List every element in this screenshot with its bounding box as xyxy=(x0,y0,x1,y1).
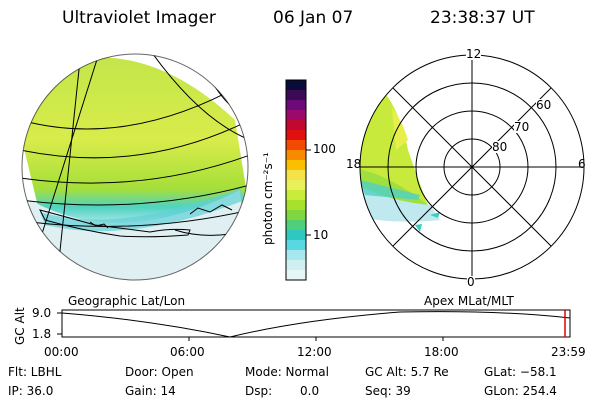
colorbar-cell xyxy=(286,80,306,91)
altitude-axis-label: GC Alt xyxy=(13,307,27,345)
mlt-label-18: 18 xyxy=(346,157,362,171)
colorbar-cell xyxy=(286,120,306,131)
colorbar-cell xyxy=(286,240,306,251)
colorbar-tick-100: 100 xyxy=(313,142,336,156)
colorbar-unit-label: photon cm⁻²s⁻¹ xyxy=(261,152,275,245)
glon-info: GLon: 254.4 xyxy=(484,384,557,398)
mlt-label-12: 12 xyxy=(466,47,482,61)
door-info: Door: Open xyxy=(125,365,194,379)
mlt-label-0: 0 xyxy=(467,275,475,289)
colorbar-cell xyxy=(286,160,306,171)
colorbar-cell xyxy=(286,190,306,201)
colorbar-cell xyxy=(286,270,306,281)
instrument-title: Ultraviolet Imager xyxy=(62,8,216,28)
colorbar-tick-10: 10 xyxy=(313,228,329,242)
colorbar-cell xyxy=(286,130,306,141)
apex-polar-plot xyxy=(359,54,585,280)
colorbar-cell xyxy=(286,140,306,151)
colorbar-cell xyxy=(286,170,306,181)
time-tick-1200: 12:00 xyxy=(297,345,332,359)
altitude-tick-low: 1.8 xyxy=(32,327,52,341)
time-tick-0000: 00:00 xyxy=(44,345,79,359)
colorbar-cell xyxy=(286,100,306,111)
image-date: 06 Jan 07 xyxy=(273,8,354,28)
altitude-tick-high: 9.0 xyxy=(32,306,52,320)
colorbar-cell xyxy=(286,210,306,221)
mlat-label-60: 60 xyxy=(536,98,552,112)
glat-info: GLat: −58.1 xyxy=(484,365,557,379)
colorbar-cell xyxy=(286,250,306,261)
time-tick-1800: 18:00 xyxy=(424,345,459,359)
seq-info: Seq: 39 xyxy=(365,384,411,398)
colorbar-cell xyxy=(286,180,306,191)
left-panel-caption: Geographic Lat/Lon xyxy=(68,294,186,308)
mlt-label-6: 6 xyxy=(578,157,586,171)
mlat-label-80: 80 xyxy=(492,140,508,154)
altitude-plot xyxy=(57,309,571,341)
colorbar xyxy=(285,79,311,281)
colorbar-cell xyxy=(286,220,306,231)
mlat-label-70: 70 xyxy=(514,120,530,134)
colorbar-cell xyxy=(286,230,306,241)
dsp-value: 0.0 xyxy=(300,384,320,398)
time-tick-0600: 06:00 xyxy=(170,345,205,359)
gain-info: Gain: 14 xyxy=(125,384,176,398)
geographic-image xyxy=(21,53,249,281)
colorbar-cell xyxy=(286,260,306,271)
filter-info: Flt: LBHL xyxy=(8,365,62,379)
colorbar-cell xyxy=(286,150,306,161)
mode-info: Mode: Normal xyxy=(245,365,329,379)
dsp-label: Dsp: xyxy=(245,384,273,398)
right-panel-caption: Apex MLat/MLT xyxy=(424,294,514,308)
ip-info: IP: 36.0 xyxy=(8,384,54,398)
colorbar-cell xyxy=(286,110,306,121)
time-tick-2359: 23:59 xyxy=(551,345,586,359)
image-time: 23:38:37 UT xyxy=(430,8,535,28)
colorbar-cell xyxy=(286,90,306,101)
colorbar-cell xyxy=(286,200,306,211)
gc-alt-info: GC Alt: 5.7 Re xyxy=(365,365,449,379)
